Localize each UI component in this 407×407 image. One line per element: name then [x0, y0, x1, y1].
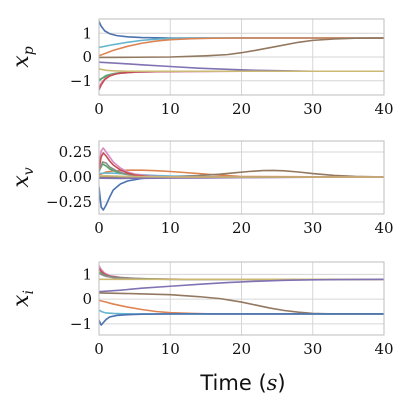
series-line-6 — [99, 278, 384, 293]
series-group — [99, 147, 384, 211]
y-tick-label: −1 — [70, 315, 92, 333]
y-axis-label-subscript: i — [21, 290, 37, 294]
panel-xv: 0 10 20 30 40 0.25 0.00 −0.25 xv — [9, 140, 394, 237]
y-axis-label-symbol: x — [9, 55, 34, 68]
x-axis-title: Time (s) — [199, 371, 285, 395]
x-tick-label: 20 — [232, 340, 251, 358]
y-axis-label: xv — [9, 167, 37, 187]
y-tick-label: 0 — [82, 48, 92, 66]
y-axis-label-symbol: x — [9, 175, 34, 188]
y-tick-label: 0.00 — [59, 168, 92, 186]
y-axis-label: xp — [9, 46, 37, 67]
x-tick-label: 20 — [232, 100, 251, 118]
series-line-3 — [99, 37, 384, 57]
x-axis-title-unit-symbol: s — [267, 371, 278, 395]
series-group — [99, 20, 384, 91]
series-line-10 — [99, 313, 384, 326]
plot-frame — [98, 261, 385, 336]
x-tick-label: 40 — [374, 100, 393, 118]
x-axis-title-unit-open: ( — [252, 371, 267, 395]
x-tick-label: 20 — [232, 219, 251, 237]
x-tick-label: 10 — [161, 219, 180, 237]
y-tick-label: 1 — [82, 24, 92, 42]
x-tick-label: 30 — [303, 219, 322, 237]
plot-frame — [98, 140, 385, 215]
series-line-10 — [99, 175, 384, 178]
y-tick-label: 1 — [82, 265, 92, 283]
x-tick-label: 40 — [374, 340, 393, 358]
x-tick-label: 10 — [161, 100, 180, 118]
y-axis-label-symbol: x — [9, 294, 34, 307]
y-tick-label: −0.25 — [46, 193, 92, 211]
x-axis-title-unit-close: ) — [277, 371, 285, 395]
x-axis-title-word: Time — [199, 371, 251, 395]
y-axis-label-subscript: p — [21, 46, 37, 55]
x-tick-label: 30 — [303, 100, 322, 118]
y-tick-label: 0 — [82, 290, 92, 308]
x-tick-label: 10 — [161, 340, 180, 358]
x-tick-label: 0 — [94, 219, 104, 237]
x-tick-label: 0 — [94, 340, 104, 358]
x-tick-label: 30 — [303, 340, 322, 358]
x-tick-label: 0 — [94, 100, 104, 118]
y-axis-label: xi — [9, 290, 37, 307]
y-tick-label: 0.25 — [59, 143, 92, 161]
y-axis-label-subscript: v — [21, 167, 37, 175]
y-tick-label: −1 — [70, 72, 92, 90]
series-line-10 — [99, 68, 384, 73]
plot-frame — [98, 18, 385, 96]
series-line-4 — [99, 37, 384, 59]
series-group — [99, 264, 384, 326]
x-tick-label: 40 — [374, 219, 393, 237]
